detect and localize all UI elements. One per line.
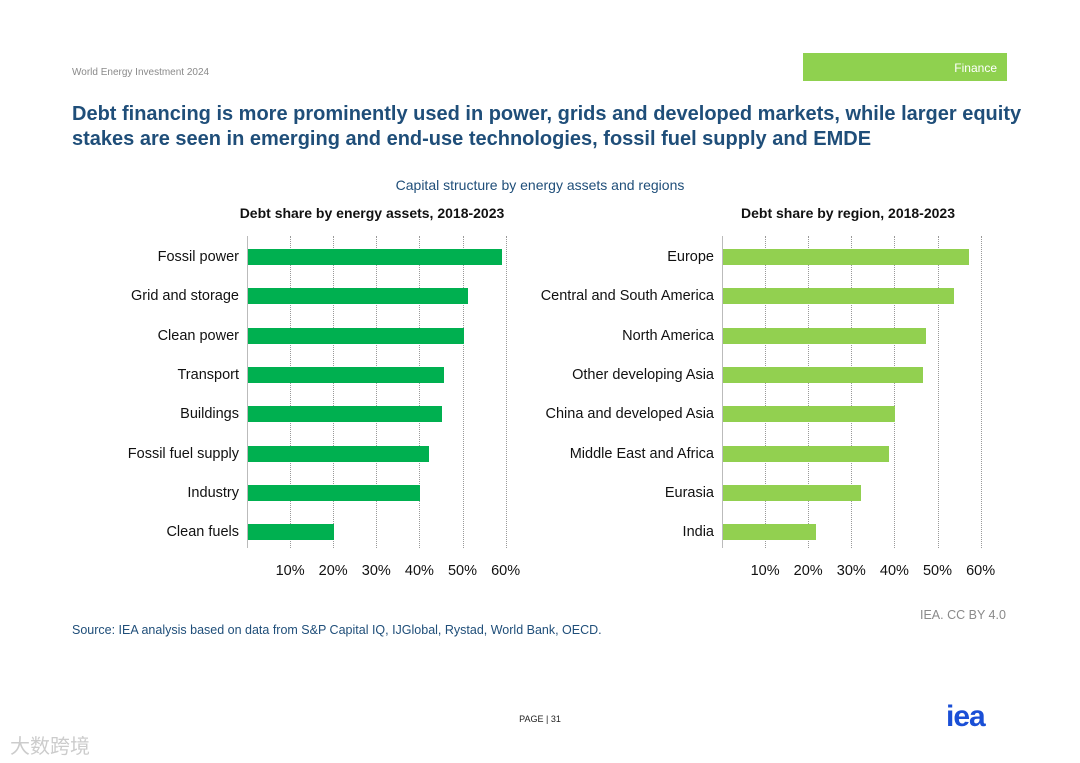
category-label: Grid and storage — [130, 288, 239, 305]
x-tick-label: 40% — [404, 563, 434, 579]
gridline — [894, 236, 896, 548]
bar — [248, 249, 503, 265]
category-label: Middle East and Africa — [569, 445, 714, 462]
x-tick-label: 50% — [447, 563, 478, 579]
bar — [723, 406, 896, 423]
category-label: Eurasia — [664, 484, 714, 501]
x-tick-label: 50% — [922, 563, 953, 579]
gridline — [376, 236, 378, 548]
y-axis-line — [247, 236, 248, 548]
x-tick-label: 30% — [361, 563, 391, 579]
y-axis-line — [722, 236, 723, 548]
gridline — [980, 236, 982, 548]
category-label: Europe — [667, 249, 714, 265]
source-note: Source: IEA analysis based on data from … — [72, 623, 602, 637]
category-label: Fossil power — [157, 249, 239, 265]
bar — [723, 288, 954, 305]
category-label: China and developed Asia — [545, 406, 715, 423]
page-title: Debt financing is more prominently used … — [72, 103, 1022, 150]
x-tick-label: 10% — [750, 563, 780, 579]
bar — [723, 524, 816, 541]
category-label: Other developing Asia — [572, 366, 714, 383]
category-label: India — [682, 524, 714, 541]
gridline — [333, 236, 335, 548]
gridline — [851, 236, 853, 548]
bar — [723, 327, 926, 344]
category-label: Industry — [187, 484, 239, 501]
bar — [248, 524, 335, 541]
x-tick-label: 10% — [275, 563, 305, 579]
bar — [248, 406, 442, 423]
category-label: Central and South America — [540, 288, 714, 305]
gridline — [808, 236, 810, 548]
license-credit: IEA. CC BY 4.0 — [920, 608, 1006, 622]
category-label: Fossil fuel supply — [127, 445, 239, 462]
bar — [248, 484, 421, 501]
category-label: Buildings — [180, 406, 239, 423]
x-tick-label: 30% — [836, 563, 866, 579]
x-tick-label: 60% — [491, 563, 521, 579]
bar — [723, 445, 889, 462]
x-tick-label: 20% — [318, 563, 348, 579]
bar — [248, 445, 430, 462]
gridline — [765, 236, 767, 548]
bar — [723, 249, 969, 265]
category-label: Clean power — [157, 327, 239, 344]
iea-logo: iea — [946, 700, 986, 733]
gridline — [419, 236, 421, 548]
bar — [248, 288, 468, 305]
gridline — [505, 236, 507, 548]
gridline — [462, 236, 464, 548]
bar — [723, 366, 924, 383]
category-label: North America — [622, 327, 714, 344]
watermark: 大数跨境 — [10, 736, 90, 758]
chart-title: Debt share by energy assets, 2018-2023 — [239, 205, 505, 221]
x-tick-label: 60% — [966, 563, 996, 579]
x-tick-label: 20% — [793, 563, 823, 579]
figure-subtitle: Capital structure by energy assets and r… — [395, 177, 685, 193]
bar — [723, 484, 861, 501]
category-label: Clean fuels — [166, 524, 239, 541]
document-title: World Energy Investment 2024 — [72, 67, 210, 78]
bar — [248, 366, 445, 383]
gridline — [937, 236, 939, 548]
section-badge: Finance — [803, 53, 1007, 81]
x-tick-label: 40% — [879, 563, 909, 579]
category-label: Transport — [177, 366, 239, 383]
gridline — [290, 236, 292, 548]
page-number: PAGE | 31 — [519, 714, 561, 724]
bar — [248, 327, 464, 344]
chart-title: Debt share by region, 2018-2023 — [741, 205, 955, 221]
